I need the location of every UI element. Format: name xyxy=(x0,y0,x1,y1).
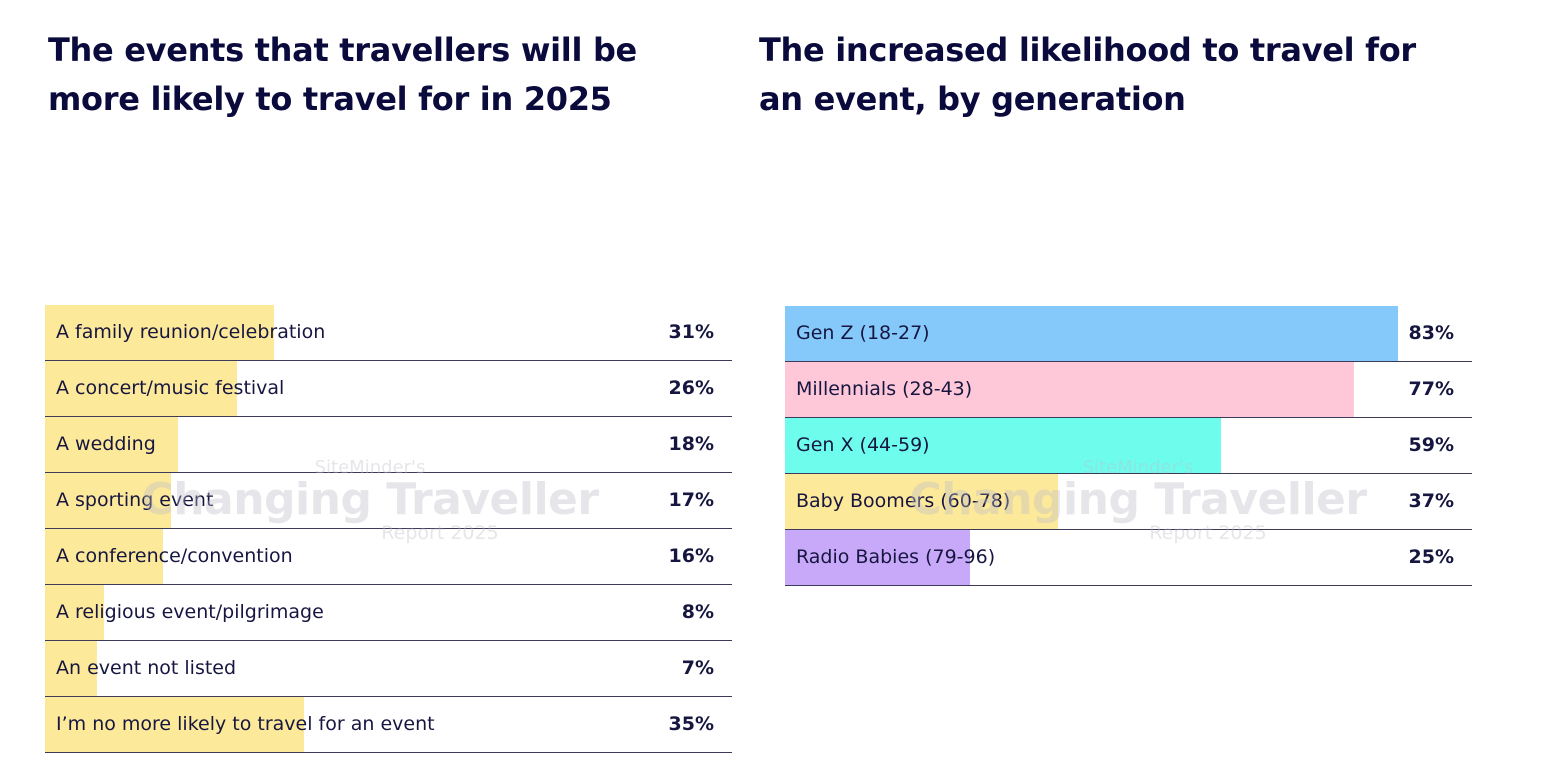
category-label: Gen Z (18-27) xyxy=(796,322,930,344)
chart-title-events: The events that travellers will be more … xyxy=(48,31,637,118)
value-label: 59% xyxy=(1408,434,1454,456)
category-label: Gen X (44-59) xyxy=(796,434,930,456)
bar-row: A family reunion/celebration 31% xyxy=(45,305,732,361)
value-label: 17% xyxy=(668,489,714,511)
category-label: An event not listed xyxy=(56,657,237,679)
bar xyxy=(45,697,304,752)
category-label: A religious event/pilgrimage xyxy=(56,601,324,623)
value-label: 77% xyxy=(1408,378,1454,400)
bar-row: I’m no more likely to travel for an even… xyxy=(45,697,732,753)
bar-row: An event not listed 7% xyxy=(45,641,732,697)
bar-row: A conference/convention 16% xyxy=(45,529,732,585)
bar-row: A religious event/pilgrimage 8% xyxy=(45,585,732,641)
value-label: 83% xyxy=(1408,322,1454,344)
bar-row: A concert/music festival 26% xyxy=(45,361,732,417)
bar xyxy=(785,306,1399,361)
value-label: 18% xyxy=(668,433,714,455)
bar xyxy=(785,362,1354,417)
bar-row: Millennials (28-43) 77% xyxy=(785,362,1472,418)
value-label: 25% xyxy=(1408,546,1454,568)
bar xyxy=(45,417,178,472)
bar-row: Baby Boomers (60-78) 37% xyxy=(785,474,1472,530)
bar xyxy=(45,305,274,360)
category-label: A wedding xyxy=(56,433,156,455)
bar xyxy=(45,361,238,416)
category-label: A sporting event xyxy=(56,489,214,511)
bar xyxy=(45,585,105,640)
bar-row: Gen Z (18-27) 83% xyxy=(785,306,1472,362)
bar-row: A wedding 18% xyxy=(45,417,732,473)
bar-row: Gen X (44-59) 59% xyxy=(785,418,1472,474)
category-label: I’m no more likely to travel for an even… xyxy=(56,713,435,735)
value-label: 37% xyxy=(1408,490,1454,512)
bar xyxy=(45,473,171,528)
category-label: Millennials (28-43) xyxy=(796,378,973,400)
bar-row: Radio Babies (79-96) 25% xyxy=(785,530,1472,586)
value-label: 16% xyxy=(668,545,714,567)
bar xyxy=(45,529,164,584)
category-label: A conference/convention xyxy=(56,545,293,567)
generation-bar-chart: Gen Z (18-27) 83% Millennials (28-43) 77% Ge… xyxy=(785,306,1472,586)
value-label: 7% xyxy=(681,657,714,679)
value-label: 26% xyxy=(668,377,714,399)
bar xyxy=(785,530,970,585)
chart-title-generation: The increased likelihood to travel for a… xyxy=(759,31,1416,118)
events-bar-chart: A family reunion/celebration 31% A concert… xyxy=(45,305,732,753)
bar xyxy=(785,474,1059,529)
category-label: Radio Babies (79-96) xyxy=(796,546,996,568)
category-label: A family reunion/celebration xyxy=(56,321,326,343)
value-label: 8% xyxy=(681,601,714,623)
value-label: 31% xyxy=(668,321,714,343)
bar xyxy=(45,641,97,696)
value-label: 35% xyxy=(668,713,714,735)
bar-row: A sporting event 17% xyxy=(45,473,732,529)
bar xyxy=(785,418,1221,473)
category-label: Baby Boomers (60-78) xyxy=(796,490,1011,512)
category-label: A concert/music festival xyxy=(56,377,285,399)
